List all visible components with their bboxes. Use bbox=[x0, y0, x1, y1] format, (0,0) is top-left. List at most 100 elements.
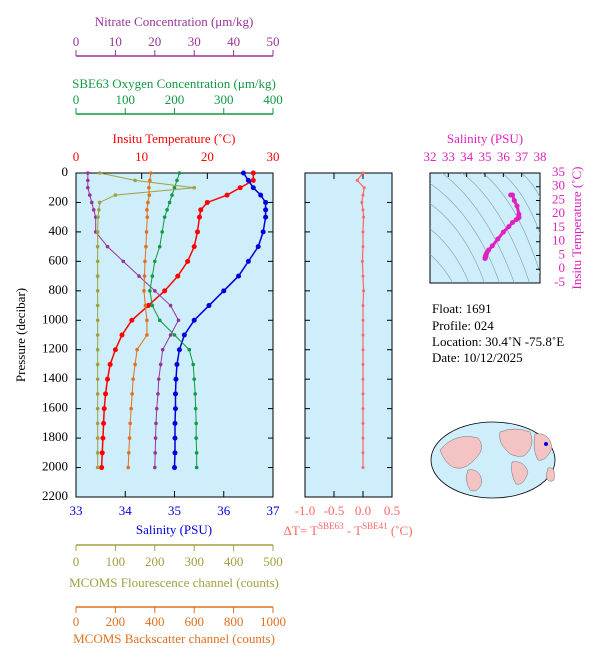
x-tick-label: 20 bbox=[148, 34, 161, 49]
profile-point bbox=[146, 200, 150, 205]
x-tick-label: 37 bbox=[515, 149, 529, 164]
x-tick-label: 38 bbox=[534, 149, 547, 164]
profile-point bbox=[148, 178, 152, 183]
profile-point bbox=[167, 200, 172, 205]
x-tick-label: 400 bbox=[224, 554, 244, 569]
profile-point bbox=[194, 451, 199, 455]
profile-point bbox=[147, 193, 152, 197]
profile-point bbox=[263, 199, 269, 205]
profile-point bbox=[172, 406, 178, 412]
x-tick-label: 200 bbox=[106, 614, 126, 629]
x-tick-label: -0.5 bbox=[324, 503, 345, 518]
profile-point bbox=[95, 333, 100, 337]
profile-point bbox=[157, 244, 162, 249]
delta-point bbox=[355, 178, 359, 182]
x-tick-label: 37 bbox=[267, 503, 281, 518]
profile-point bbox=[119, 332, 125, 338]
y-tick-label: 5 bbox=[559, 246, 566, 261]
profile-point bbox=[143, 303, 148, 308]
profile-point bbox=[153, 451, 157, 455]
profile-point bbox=[95, 347, 100, 352]
profile-point bbox=[172, 391, 178, 397]
delta-point bbox=[361, 274, 365, 278]
profile-point bbox=[86, 171, 90, 175]
x-tick-label: 34 bbox=[460, 149, 474, 164]
info-line: Float: 1691 bbox=[432, 301, 492, 316]
profile-point bbox=[96, 215, 100, 219]
ts-point bbox=[500, 229, 506, 235]
x-tick-label: 200 bbox=[145, 554, 165, 569]
x-tick-label: 10 bbox=[109, 34, 122, 49]
x-tick-label: 500 bbox=[263, 554, 283, 569]
profile-point bbox=[145, 208, 149, 212]
y-tick-label: 30 bbox=[552, 178, 565, 193]
profile-point bbox=[168, 303, 173, 308]
x-tick-label: 34 bbox=[119, 503, 133, 518]
profile-point bbox=[193, 392, 197, 396]
profile-point bbox=[245, 177, 251, 183]
profile-point bbox=[263, 207, 269, 213]
delta-point bbox=[361, 304, 365, 308]
profile-point bbox=[105, 244, 110, 249]
profile-point bbox=[156, 377, 161, 381]
x-tick-label: 1000 bbox=[260, 614, 286, 629]
x-tick-label: 0 bbox=[73, 554, 80, 569]
profile-line bbox=[97, 172, 195, 468]
x-tick-label: 35 bbox=[168, 503, 181, 518]
profile-point bbox=[154, 421, 158, 426]
profile-point bbox=[97, 208, 101, 212]
profile-point bbox=[137, 274, 141, 278]
delta-point bbox=[361, 171, 365, 175]
profile-point bbox=[129, 406, 133, 411]
profile-point bbox=[99, 450, 105, 456]
profile-point bbox=[95, 318, 100, 323]
delta-point bbox=[361, 208, 365, 212]
y-tick-label: 200 bbox=[49, 193, 69, 208]
delta-axis-title: ΔT= TSBE63 - TSBE41 (˚C) bbox=[283, 521, 412, 538]
profile-point bbox=[86, 185, 90, 190]
profile-point bbox=[133, 178, 137, 183]
label-sup: SBE41 bbox=[362, 521, 388, 531]
profile-point bbox=[86, 178, 90, 183]
ts-point bbox=[482, 256, 488, 262]
profile-point bbox=[176, 347, 182, 353]
x-tick-label: 300 bbox=[214, 92, 234, 107]
profile-point bbox=[95, 465, 100, 470]
profile-point bbox=[145, 215, 150, 219]
delta-point bbox=[361, 466, 365, 470]
ts-point bbox=[510, 220, 515, 225]
profile-point bbox=[193, 406, 198, 411]
x-tick-label: 10 bbox=[135, 149, 148, 164]
profile-point bbox=[107, 361, 113, 367]
x-tick-label: 30 bbox=[267, 149, 280, 164]
profile-point bbox=[194, 421, 198, 426]
profile-point bbox=[95, 406, 100, 411]
world-map bbox=[430, 421, 556, 499]
profile-point bbox=[168, 333, 173, 337]
profile-point bbox=[142, 274, 147, 278]
profile-point bbox=[153, 436, 158, 440]
profile-point bbox=[191, 362, 196, 367]
profile-point bbox=[95, 244, 100, 249]
profile-point bbox=[149, 171, 153, 175]
profile-point bbox=[258, 192, 264, 198]
profile-point bbox=[245, 258, 251, 264]
ts-point bbox=[513, 217, 519, 223]
profile-point bbox=[250, 170, 256, 176]
delta-point bbox=[361, 377, 365, 381]
profile-point bbox=[204, 199, 210, 205]
y-tick-label: 2000 bbox=[42, 459, 68, 474]
profile-point bbox=[194, 229, 200, 235]
info-line: Profile: 024 bbox=[432, 318, 494, 333]
profile-point bbox=[112, 347, 118, 353]
profile-point bbox=[154, 406, 159, 411]
profile-point bbox=[101, 406, 107, 412]
profile-point bbox=[160, 347, 165, 352]
delta-point bbox=[361, 421, 365, 425]
label-part: - T bbox=[344, 523, 363, 538]
profile-point bbox=[172, 420, 178, 426]
x-tick-label: 0 bbox=[73, 34, 80, 49]
profile-point bbox=[224, 192, 230, 198]
x-axis-title: SBE63 Oxygen Concentration (μm/kg) bbox=[72, 76, 276, 91]
